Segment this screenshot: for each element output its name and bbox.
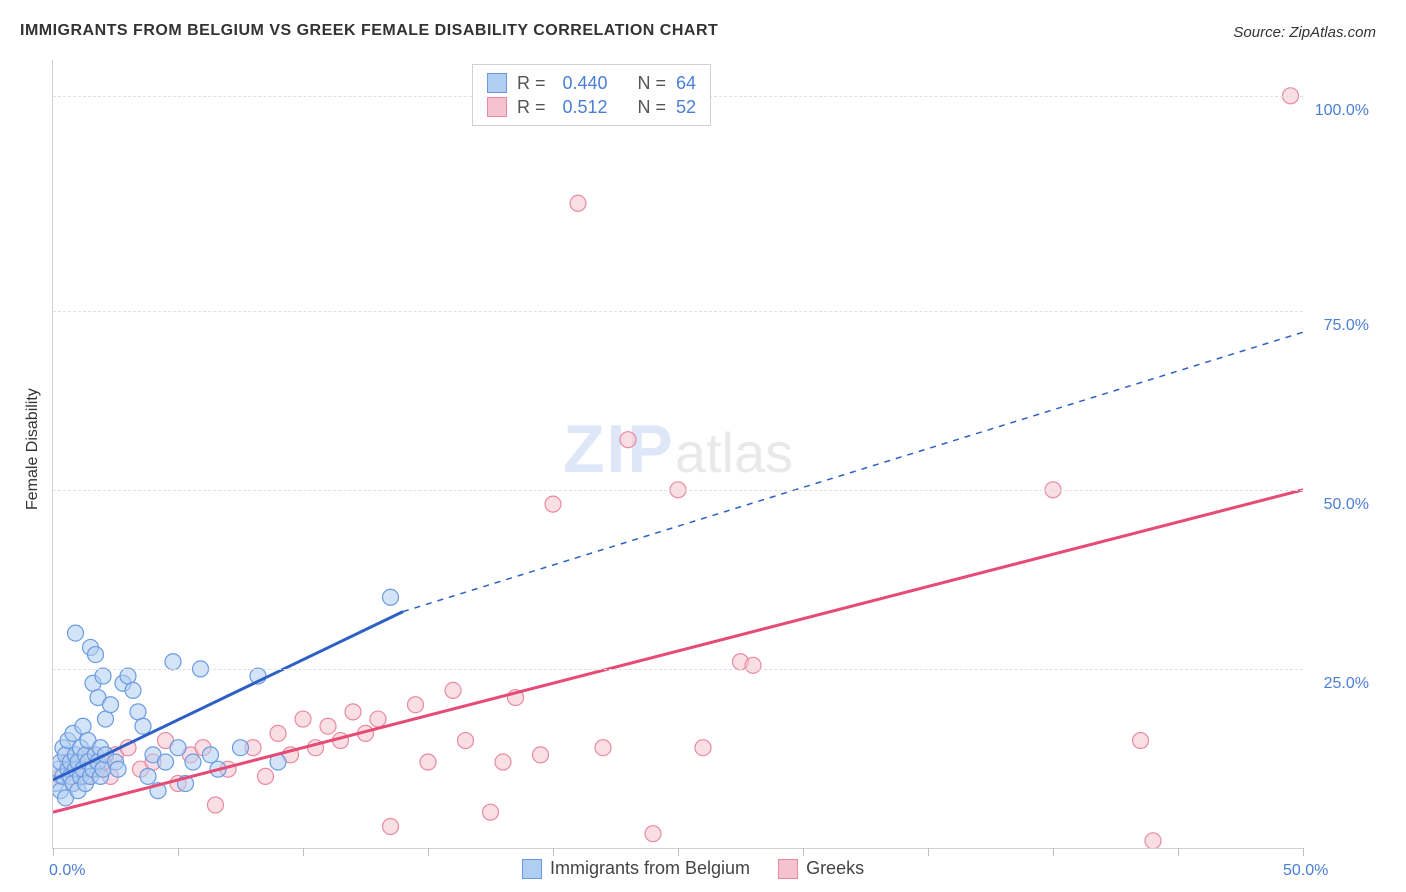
x-tick-label: 0.0% [49,862,85,880]
x-tick [1303,848,1304,856]
belgium-point [68,625,84,641]
greeks-point [570,195,586,211]
greeks-point [445,682,461,698]
greeks-point [420,754,436,770]
legend-correlation-box: R = 0.440 N = 64 R = 0.512 N = 52 [472,64,711,126]
legend-correlation-row: R = 0.440 N = 64 [487,71,696,95]
r-label: R = [517,71,546,95]
n-value: 64 [676,71,696,95]
greeks-point [595,740,611,756]
greeks-point [695,740,711,756]
legend-series-item: Immigrants from Belgium [522,858,750,879]
x-tick [303,848,304,856]
greeks-point [370,711,386,727]
greeks-point [295,711,311,727]
belgium-point [185,754,201,770]
belgium-point [95,668,111,684]
x-tick [178,848,179,856]
x-tick [928,848,929,856]
legend-series-label: Immigrants from Belgium [550,858,750,879]
r-value: 0.512 [556,95,608,119]
belgium-point [103,697,119,713]
greeks-point [383,819,399,835]
belgium-point [383,589,399,605]
source-value: ZipAtlas.com [1289,24,1376,41]
greeks-point [208,797,224,813]
legend-series: Immigrants from Belgium Greeks [522,858,864,879]
greeks-point [645,826,661,842]
y-tick-label: 25.0% [1324,675,1369,693]
greeks-point [1145,833,1161,848]
x-tick [53,848,54,856]
legend-swatch [778,859,798,879]
x-tick [553,848,554,856]
greeks-point [408,697,424,713]
x-tick [428,848,429,856]
x-tick [803,848,804,856]
gridline [53,490,1303,491]
greeks-point [495,754,511,770]
y-tick-label: 100.0% [1315,102,1369,120]
greeks-point [345,704,361,720]
greeks-point [533,747,549,763]
legend-series-item: Greeks [778,858,864,879]
chart-title: IMMIGRANTS FROM BELGIUM VS GREEK FEMALE … [20,22,718,40]
belgium-point [158,754,174,770]
plot-area: ZIPatlas 25.0%50.0%75.0%100.0%0.0%50.0% [52,60,1303,849]
greeks-point [320,718,336,734]
belgium-point [130,704,146,720]
greeks-point [483,804,499,820]
n-label: N = [638,95,667,119]
belgium-point [88,647,104,663]
belgium-point [120,668,136,684]
belgium-point [110,761,126,777]
r-label: R = [517,95,546,119]
x-tick [1178,848,1179,856]
belgium-point [165,654,181,670]
source-label: Source: ZipAtlas.com [1233,24,1376,41]
belgium-point [170,740,186,756]
x-tick [1053,848,1054,856]
legend-swatch [487,73,507,93]
greeks-point [258,768,274,784]
chart-svg [53,60,1303,848]
greeks-point [458,733,474,749]
y-tick-label: 75.0% [1324,317,1369,335]
gridline [53,669,1303,670]
legend-correlation-row: R = 0.512 N = 52 [487,95,696,119]
greeks-point [1133,733,1149,749]
n-label: N = [638,71,667,95]
belgium-point [135,718,151,734]
belgium-trend-dashed [403,332,1303,611]
n-value: 52 [676,95,696,119]
y-axis-label: Female Disability [24,388,42,510]
belgium-point [203,747,219,763]
greeks-point [545,496,561,512]
belgium-point [75,718,91,734]
greeks-point [745,657,761,673]
gridline [53,311,1303,312]
belgium-point [125,682,141,698]
legend-swatch [487,97,507,117]
greeks-trend-solid [53,490,1303,812]
x-tick-label: 50.0% [1283,862,1328,880]
legend-series-label: Greeks [806,858,864,879]
belgium-point [233,740,249,756]
greeks-point [620,432,636,448]
source-prefix: Source: [1233,24,1285,41]
belgium-point [98,711,114,727]
belgium-point [140,768,156,784]
greeks-point [270,725,286,741]
legend-swatch [522,859,542,879]
x-tick [678,848,679,856]
y-tick-label: 50.0% [1324,496,1369,514]
r-value: 0.440 [556,71,608,95]
